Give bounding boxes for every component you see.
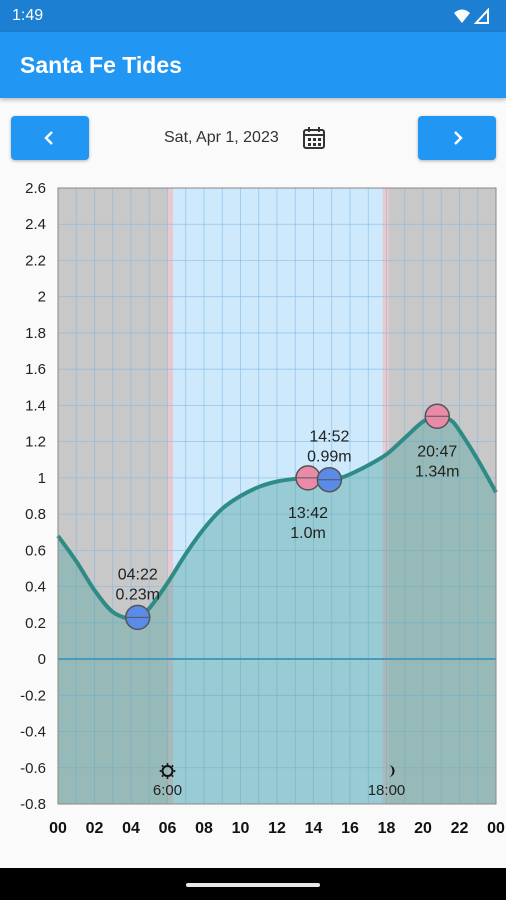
- date-text: Sat, Apr 1, 2023: [164, 129, 279, 146]
- extreme-time: 20:47: [417, 443, 457, 460]
- extreme-time: 04:22: [118, 566, 158, 583]
- moon-icon: [388, 765, 395, 777]
- x-tick-label: 14: [305, 820, 323, 837]
- y-tick-label: 2.6: [25, 180, 46, 197]
- status-bar: 1:49: [0, 0, 506, 32]
- next-day-button[interactable]: [418, 116, 496, 160]
- signal-icon: [473, 8, 489, 24]
- y-tick-label: 2.2: [25, 252, 46, 269]
- y-tick-label: 0: [38, 651, 46, 668]
- y-tick-label: -0.8: [20, 796, 46, 813]
- y-tick-label: 0.8: [25, 506, 46, 523]
- x-tick-label: 04: [122, 820, 140, 837]
- y-tick-label: 1.6: [25, 361, 46, 378]
- extreme-height: 0.23m: [116, 586, 160, 603]
- extreme-time: 14:52: [309, 429, 349, 446]
- y-tick-label: -0.2: [20, 687, 46, 704]
- sun-icon: [159, 763, 176, 779]
- tide-extreme-marker: [295, 465, 321, 491]
- y-tick-label: 0.6: [25, 542, 46, 559]
- app-bar: Santa Fe Tides: [0, 32, 506, 98]
- x-tick-label: 16: [341, 820, 359, 837]
- tide-extreme-marker: [125, 604, 151, 631]
- tide-chart[interactable]: 2.6 2.4 2.2 2 1.8 1.6 1.4 1.2 1 0.8 0.6 0.4 0.2 0 -0.2…: [0, 176, 506, 840]
- y-tick-label: 2.4: [25, 216, 46, 233]
- x-tick-label: 20: [414, 820, 432, 837]
- tide-extreme-marker: [424, 403, 450, 430]
- tide-extreme-marker: [316, 466, 343, 493]
- y-tick-label: 1.8: [25, 325, 46, 342]
- dusk-band: [382, 188, 389, 804]
- x-tick-label: 06: [159, 820, 177, 837]
- x-tick-label: 00: [49, 820, 67, 837]
- y-tick-label: -0.4: [20, 724, 46, 741]
- chevron-left-icon: [44, 131, 53, 145]
- plot-border: [57, 187, 497, 805]
- y-tick-label: 0.2: [25, 615, 46, 632]
- x-tick-label: 22: [451, 820, 469, 837]
- calendar-button[interactable]: [300, 124, 328, 152]
- chevron-right-icon: [454, 131, 463, 145]
- calendar-icon: [303, 127, 325, 149]
- extreme-height: 1.34m: [415, 463, 459, 480]
- extreme-height: 1.0m: [290, 525, 326, 542]
- y-tick-label: 1.4: [25, 397, 46, 414]
- x-tick-label: 10: [232, 820, 250, 837]
- day-band: [172, 188, 383, 804]
- sunset-time: 18:00: [368, 782, 406, 799]
- tide-area: [58, 416, 496, 804]
- status-icons: [454, 8, 489, 24]
- app-title: Santa Fe Tides: [20, 52, 182, 78]
- previous-day-button[interactable]: [11, 116, 89, 160]
- y-tick-label: 1.2: [25, 434, 46, 451]
- extreme-height: 0.99m: [307, 449, 351, 466]
- extreme-time: 13:42: [288, 505, 328, 522]
- dawn-band: [166, 188, 173, 804]
- status-time: 1:49: [12, 7, 44, 24]
- y-tick-label: 2: [38, 289, 46, 306]
- y-tick-label: 1: [38, 470, 46, 487]
- x-tick-label: 00: [487, 820, 505, 837]
- wifi-icon: [454, 9, 470, 23]
- y-tick-label: -0.6: [20, 760, 46, 777]
- x-tick-label: 18: [378, 820, 396, 837]
- y-tick-label: 0.4: [25, 579, 46, 596]
- x-tick-label: 12: [268, 820, 286, 837]
- x-tick-label: 02: [86, 820, 104, 837]
- system-nav-bar: [0, 868, 506, 900]
- x-tick-label: 08: [195, 820, 213, 837]
- sunrise-time: 6:00: [153, 782, 182, 799]
- home-handle[interactable]: [186, 883, 320, 887]
